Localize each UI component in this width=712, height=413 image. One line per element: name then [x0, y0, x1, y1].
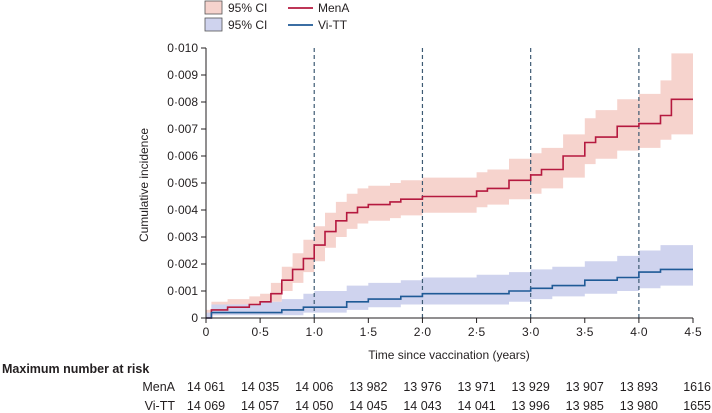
- y-tick-label: 0·006: [167, 149, 198, 163]
- risk-cell-vitt: 14 043: [403, 399, 441, 413]
- risk-row-label-vitt: Vi-TT: [145, 399, 176, 413]
- risk-cell-mena: 14 035: [241, 380, 279, 394]
- risk-cell-mena: 14 061: [187, 380, 225, 394]
- y-tick-label: 0·003: [167, 230, 198, 244]
- risk-cell-mena: 13 971: [457, 380, 495, 394]
- risk-cell-vitt: 1655: [683, 399, 711, 413]
- y-axis-label: Cumulative incidence: [137, 128, 151, 242]
- risk-cell-vitt: 14 069: [187, 399, 225, 413]
- y-tick-label: 0·008: [167, 95, 198, 109]
- series-line-mena: [206, 98, 693, 319]
- legend-swatch-vitt-ci: [204, 17, 223, 32]
- y-tick-label: 0·010: [167, 41, 198, 55]
- x-tick-label: 0·5: [251, 325, 269, 339]
- legend: 95% CI MenA 95% CI Vi-TT: [204, 0, 349, 32]
- x-tick-label: 1·0: [306, 325, 324, 339]
- legend-swatch-mena-ci: [204, 0, 223, 15]
- y-tick-label: 0·009: [167, 68, 198, 82]
- series-line-vitt: [206, 268, 693, 319]
- risk-cell-vitt: 13 996: [512, 399, 550, 413]
- ci-band-mena: [206, 53, 693, 319]
- ci-band-vitt: [206, 245, 693, 318]
- risk-cell-vitt: 13 980: [620, 399, 658, 413]
- risk-cell-mena: 1616: [683, 380, 711, 394]
- x-tick-label: 2·5: [468, 325, 486, 339]
- x-tick-label: 4·5: [684, 325, 702, 339]
- risk-cell-vitt: 14 057: [241, 399, 279, 413]
- risk-cell-mena: 13 982: [349, 380, 387, 394]
- risk-cell-mena: 14 006: [295, 380, 333, 394]
- legend-label-vitt: Vi-TT: [318, 18, 348, 32]
- y-tick-label: 0·005: [167, 176, 198, 190]
- x-tick-label: 3·0: [522, 325, 540, 339]
- legend-label-mena-ci: 95% CI: [228, 1, 267, 15]
- risk-cell-mena: 13 907: [566, 380, 604, 394]
- x-tick-label: 2·0: [414, 325, 432, 339]
- y-tick-label: 0·001: [167, 284, 198, 298]
- risk-cell-mena: 13 929: [512, 380, 550, 394]
- x-tick-label: 4·0: [630, 325, 648, 339]
- risk-row-label-mena: MenA: [142, 380, 175, 394]
- legend-label-vitt-ci: 95% CI: [228, 18, 267, 32]
- x-axis-label: Time since vaccination (years): [368, 348, 530, 362]
- x-tick-label: 3·5: [576, 325, 594, 339]
- y-tick-label: 0·007: [167, 122, 198, 136]
- x-tick-label: 0: [203, 325, 210, 339]
- y-tick-label: 0: [191, 311, 198, 325]
- risk-cell-vitt: 13 985: [566, 399, 604, 413]
- risk-cell-vitt: 14 045: [349, 399, 387, 413]
- legend-label-mena: MenA: [318, 1, 349, 15]
- x-tick-label: 1·5: [360, 325, 378, 339]
- y-tick-label: 0·002: [167, 257, 198, 271]
- risk-cell-vitt: 14 041: [457, 399, 495, 413]
- y-tick-label: 0·004: [167, 203, 198, 217]
- risk-cell-mena: 13 976: [403, 380, 441, 394]
- risk-cell-mena: 13 893: [620, 380, 658, 394]
- risk-cell-vitt: 14 050: [295, 399, 333, 413]
- risk-table-heading: Maximum number at risk: [2, 362, 149, 376]
